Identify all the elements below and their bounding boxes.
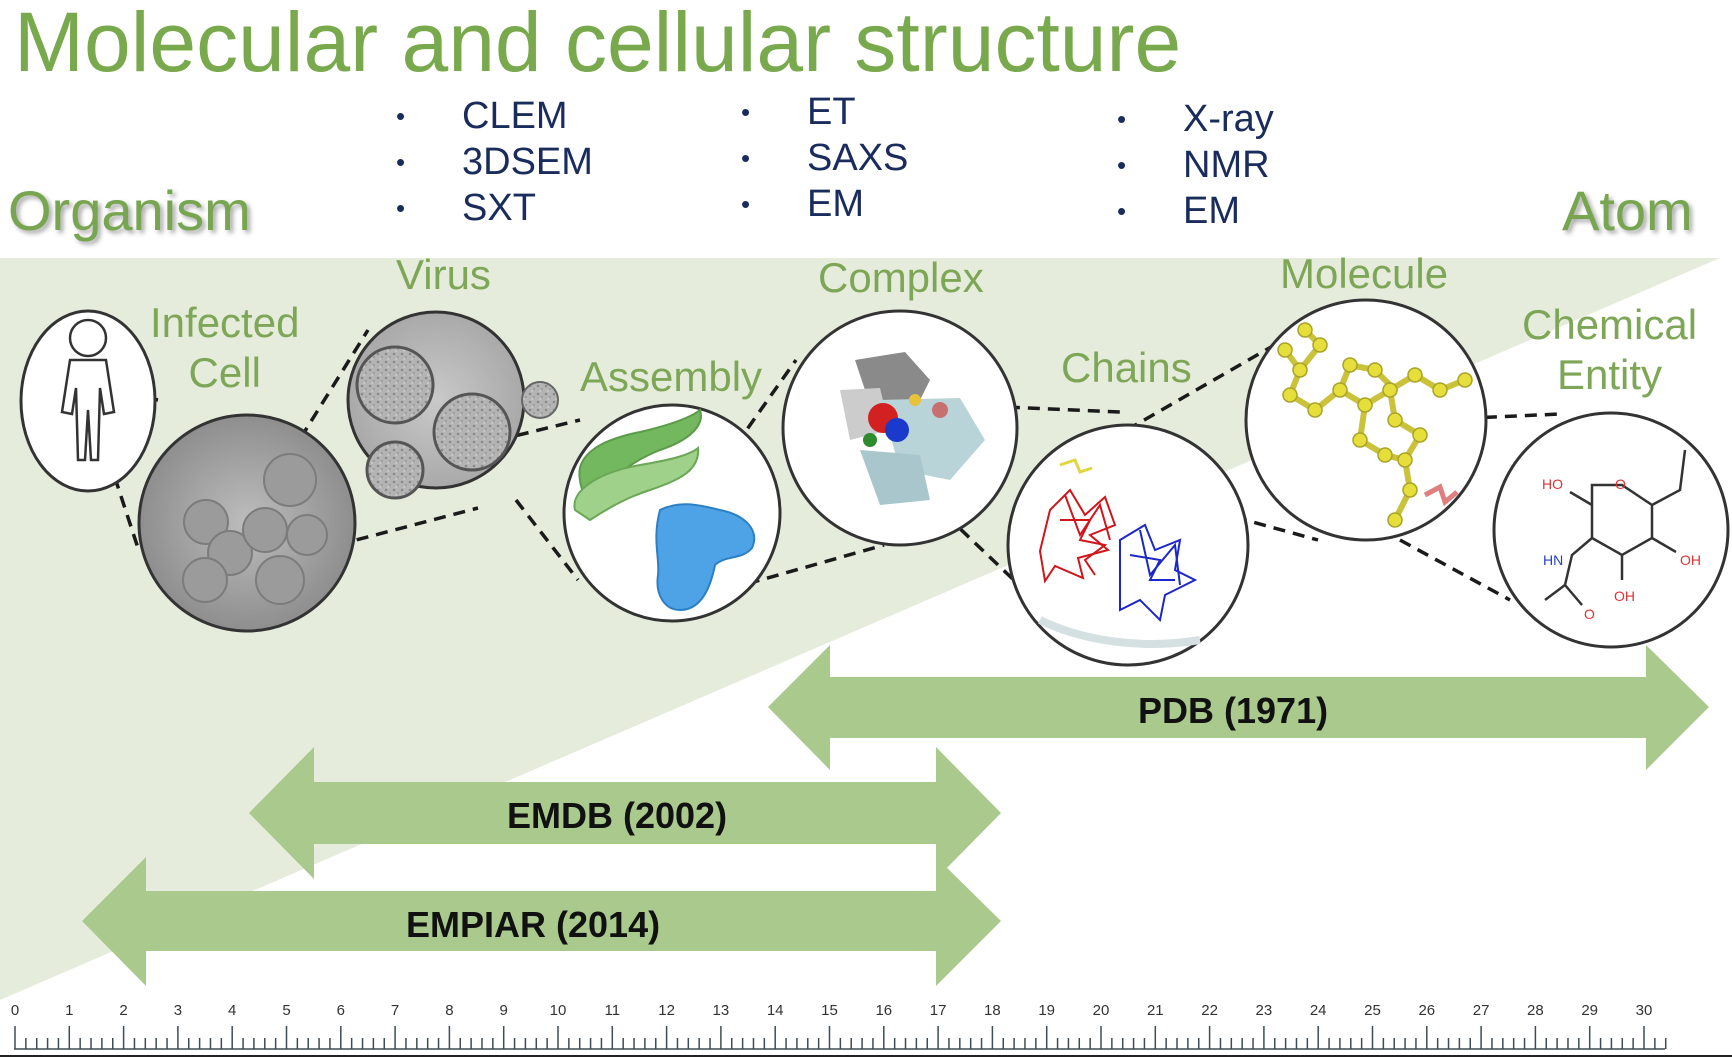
ruler-tick-label: 27 [1472, 1002, 1490, 1019]
atom-label: HN [1543, 552, 1564, 568]
ruler-tick-label: 6 [336, 1002, 345, 1019]
pdb-label: PDB (1971) [1138, 690, 1329, 731]
emdb-label: EMDB (2002) [507, 795, 728, 836]
ruler-tick-label: 30 [1635, 1002, 1653, 1019]
level-label-infected-cell: Infected Cell [150, 299, 300, 396]
atom-label: O [1615, 476, 1626, 492]
level-label-assembly: Assembly [580, 353, 763, 400]
ruler-tick-label: 18 [984, 1002, 1001, 1019]
ruler-tick-label: 17 [929, 1002, 947, 1019]
ruler-tick-label: 26 [1418, 1002, 1436, 1019]
technique-item: SAXS [741, 135, 908, 181]
ruler-tick-label: 4 [228, 1002, 237, 1019]
technique-item: X-ray [1117, 96, 1274, 142]
infected-cell-image [137, 413, 357, 633]
ruler-tick-label: 12 [658, 1002, 675, 1019]
ruler-tick-label: 11 [604, 1002, 621, 1019]
ruler-tick-label: 1 [65, 1002, 74, 1019]
molecule-image [1244, 298, 1488, 542]
emdb-arrow[interactable] [249, 747, 1001, 879]
empiar-arrow[interactable] [82, 857, 1001, 986]
chains-image [1006, 423, 1250, 667]
ruler-tick-label: 20 [1092, 1002, 1110, 1019]
technique-item: EM [1117, 188, 1274, 234]
level-label-chains: Chains [1061, 344, 1192, 391]
ruler-tick-label: 29 [1581, 1002, 1599, 1019]
techniques-atomic-level: X-ray NMR EM [1117, 96, 1274, 234]
ruler-tick-label: 10 [549, 1002, 567, 1019]
chemical-entity-image [1492, 411, 1730, 649]
technique-item: ET [741, 89, 908, 135]
pdb-arrow[interactable] [768, 645, 1709, 770]
ruler-tick-label: 3 [173, 1002, 183, 1019]
ruler-tick-label: 25 [1364, 1002, 1381, 1019]
complex-image [781, 309, 1019, 547]
ruler-tick-label: 2 [119, 1002, 128, 1019]
ruler-tick-label: 15 [821, 1002, 838, 1019]
level-label-virus: Virus [396, 251, 491, 298]
ruler-tick-label: 14 [766, 1002, 784, 1019]
scale-label-organism: Organism [8, 179, 251, 242]
technique-item: 3DSEM [396, 139, 593, 185]
technique-item: NMR [1117, 142, 1274, 188]
ruler-tick-label: 24 [1309, 1002, 1327, 1019]
techniques-cell-level: CLEM 3DSEM SXT [396, 93, 593, 231]
technique-item: SXT [396, 185, 593, 231]
level-label-molecule: Molecule [1280, 250, 1449, 297]
scale-label-atom: Atom [1562, 179, 1693, 242]
virus-image [346, 310, 559, 500]
ruler-tick-label: 7 [390, 1002, 400, 1019]
ruler-tick-label: 21 [1146, 1002, 1164, 1019]
ruler-tick-label: 22 [1201, 1002, 1218, 1019]
atom-label: OH [1680, 552, 1701, 568]
ruler-ticks [14, 1026, 1667, 1049]
ruler [0, 1048, 1732, 1057]
ruler-tick-label: 19 [1038, 1002, 1056, 1019]
technique-item: CLEM [396, 93, 593, 139]
ruler-tick-label: 16 [875, 1002, 893, 1019]
atom-label: O [1584, 606, 1595, 622]
ruler-tick-label: 13 [712, 1002, 730, 1019]
level-label-chemical-entity: Chemical Entity [1522, 301, 1698, 398]
atom-label: HO [1542, 476, 1563, 492]
ruler-tick-label: 9 [499, 1002, 508, 1019]
ruler-tick-label: 28 [1527, 1002, 1544, 1019]
level-label-complex: Complex [818, 254, 984, 301]
technique-item: EM [741, 181, 908, 227]
atom-label: OH [1614, 588, 1635, 604]
ruler-tick-label: 0 [10, 1002, 20, 1019]
empiar-label: EMPIAR (2014) [406, 904, 661, 945]
assembly-image [562, 403, 782, 623]
ruler-tick-label: 23 [1255, 1002, 1273, 1019]
techniques-complex-level: ET SAXS EM [741, 89, 908, 227]
ruler-tick-label: 8 [445, 1002, 454, 1019]
page-title: Molecular and cellular structure [14, 0, 1182, 89]
ruler-tick-label: 5 [282, 1002, 291, 1019]
person-illustration [19, 309, 157, 493]
